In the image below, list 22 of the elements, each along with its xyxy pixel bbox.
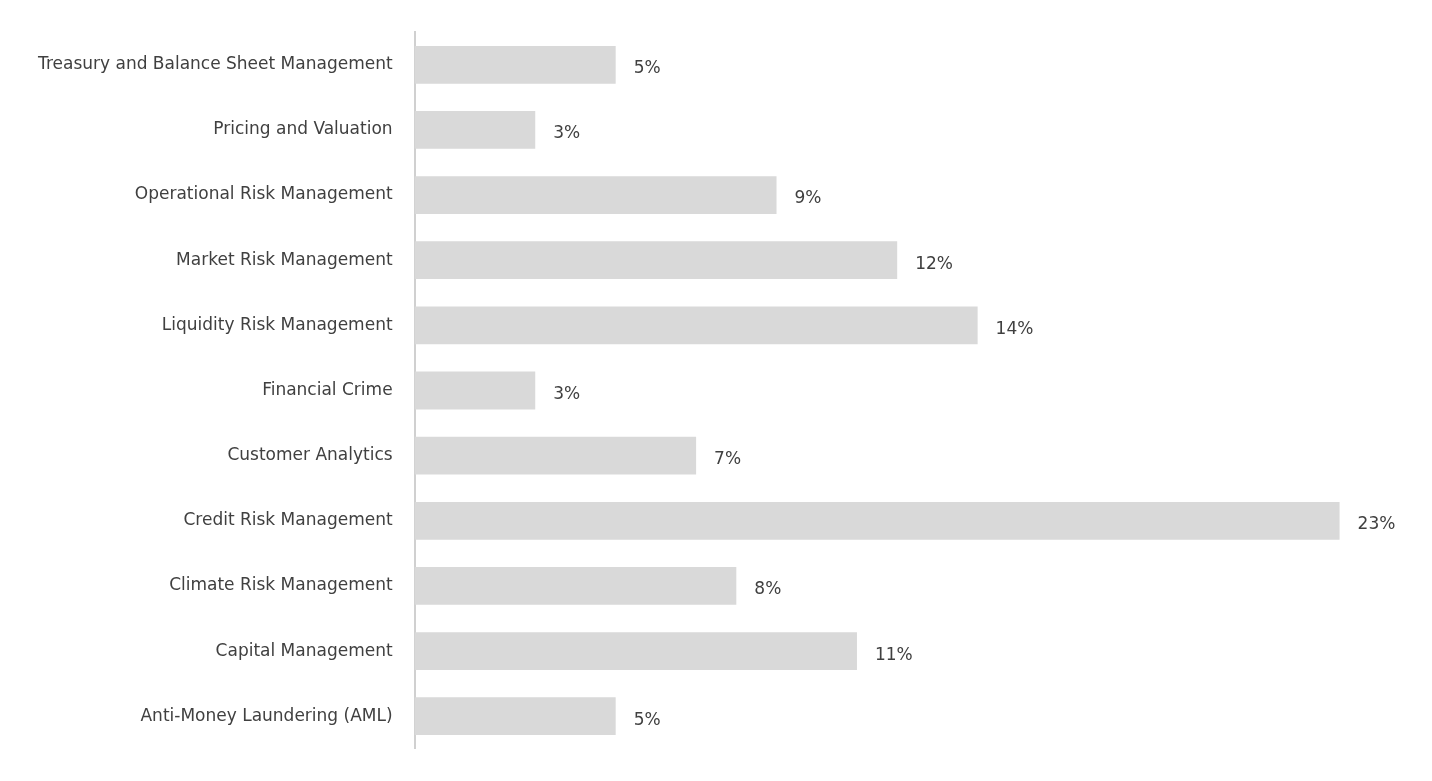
data-label: 11% bbox=[874, 643, 913, 664]
y-tick-label: Customer Analytics bbox=[227, 444, 393, 465]
y-tick-label: Climate Risk Management bbox=[169, 574, 393, 595]
data-label: 5% bbox=[633, 57, 661, 78]
data-label: 3% bbox=[553, 122, 581, 143]
data-label: 14% bbox=[995, 317, 1034, 338]
y-tick-label: Treasury and Balance Sheet Management bbox=[37, 53, 393, 74]
y-tick-label: Liquidity Risk Management bbox=[161, 313, 393, 334]
data-label: 5% bbox=[633, 708, 661, 729]
data-label: 23% bbox=[1357, 513, 1396, 534]
data-label: 9% bbox=[794, 187, 822, 208]
y-tick-label: Capital Management bbox=[215, 639, 393, 660]
y-tick-label: Market Risk Management bbox=[176, 248, 393, 269]
data-label: 7% bbox=[714, 448, 742, 469]
y-tick-label: Credit Risk Management bbox=[183, 509, 393, 530]
data-label: 8% bbox=[754, 578, 782, 599]
y-tick-label: Pricing and Valuation bbox=[213, 118, 393, 139]
y-tick-label: Operational Risk Management bbox=[134, 183, 393, 204]
data-label: 3% bbox=[553, 382, 581, 403]
data-label: 12% bbox=[915, 252, 953, 273]
y-tick-label: Financial Crime bbox=[262, 378, 393, 399]
y-tick-label: Anti-Money Laundering (AML) bbox=[140, 704, 393, 725]
